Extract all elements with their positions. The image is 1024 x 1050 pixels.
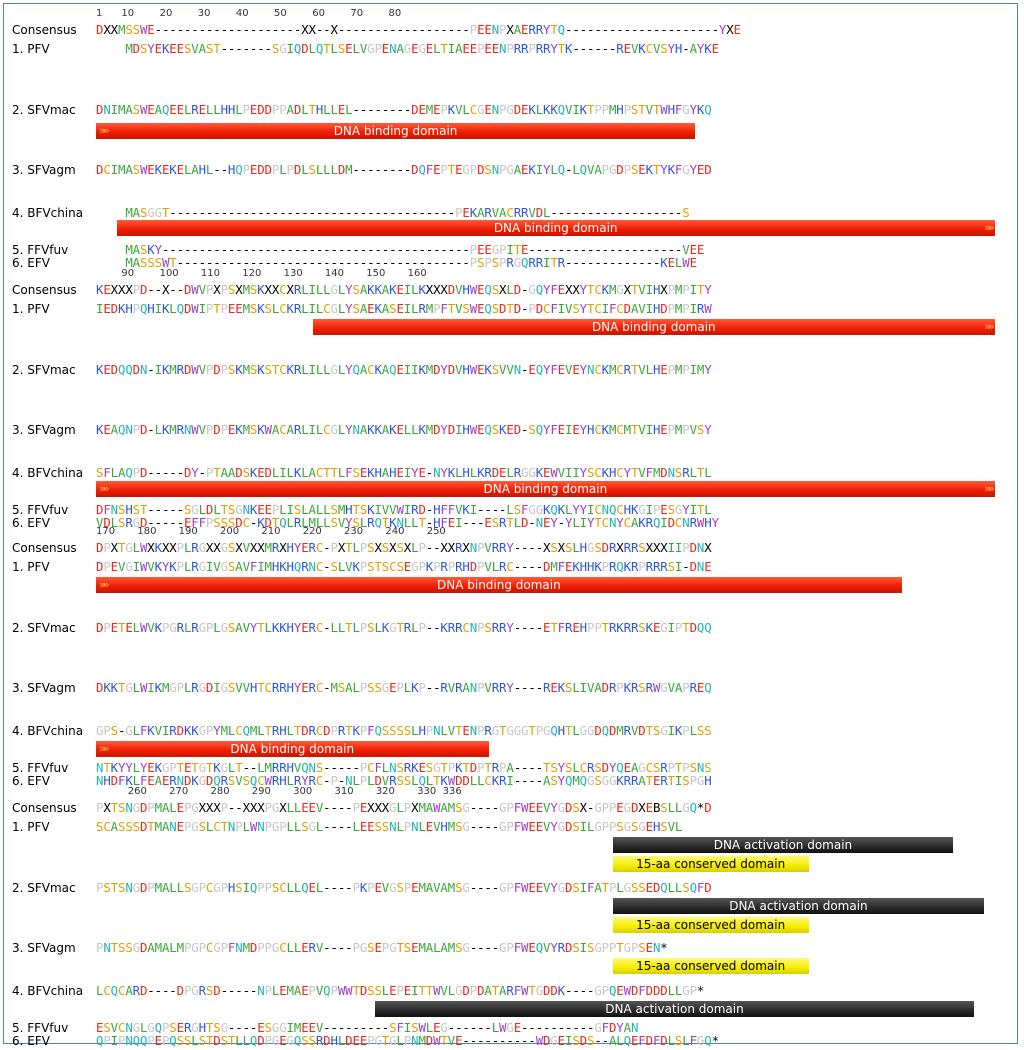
sequence-row: DPXTGLWXKXXPLRGXXGSXVXXMRXHYERC-PXTLPSXS… xyxy=(96,540,712,555)
sequence-row: PNTSSGDAMALMPGPCGPFNMDPPGCLLERV----PGSEP… xyxy=(96,940,668,955)
sequence-label: 6. EFV xyxy=(12,1034,50,1048)
sequence-row: IEDKHPQHIKLQDWIPTPEEMSKSLCKRLILCGLYSAEKA… xyxy=(96,301,712,316)
sequence-row: PXTSNGDPMALEPGXXXP--XXXPGXLLEEV----PEXXX… xyxy=(96,800,712,815)
sequence-row: SFLAQPD-----DY-PTAADSKEDLILKLACTTLFSEKHA… xyxy=(96,465,712,480)
feature-arrow-dna-binding: DNA binding domain »» »» xyxy=(96,481,995,497)
sequence-label: 5. FFVfuv xyxy=(12,1021,69,1035)
sequence-row: MASKY-----------------------------------… xyxy=(125,242,705,257)
feature-arrow-dna-binding: DNA binding domain »» xyxy=(96,123,696,139)
sequence-row: DCIMASWEKEKELAHL--HQPEDDPLPDLSLLLDM-----… xyxy=(96,162,712,177)
chevron-right-icon: »» xyxy=(99,482,110,495)
feature-arrow-conserved-15aa: 15-aa conserved domain xyxy=(612,856,809,872)
sequence-label: Consensus xyxy=(12,23,77,37)
feature-label: DNA activation domain xyxy=(713,838,853,852)
sequence-label: 6. EFV xyxy=(12,774,50,788)
sequence-label: 3. SFVagm xyxy=(12,163,76,177)
sequence-label: Consensus xyxy=(12,801,77,815)
chevron-right-icon: »» xyxy=(99,578,110,591)
sequence-label: Consensus xyxy=(12,541,77,555)
feature-arrow-dna-activation: DNA activation domain xyxy=(612,898,985,914)
sequence-label: 6. EFV xyxy=(12,516,50,530)
feature-label: DNA binding domain xyxy=(333,124,458,138)
sequence-row: SCASSSDTMANEPGSLCTNPLWNPGPLLSGL----LEESS… xyxy=(96,819,683,834)
sequence-row: KEAQNPD-LKMRNWVPDPEKMSKWACARLILCGLYNAKKA… xyxy=(96,422,712,437)
sequence-row: KEDQQDN-IKMRDWVPDPSKMSKSTCKRLILLGLYQACKA… xyxy=(96,362,712,377)
sequence-row: ESVCNGLGQPSERGHTSG----ESGGIMEEV---------… xyxy=(96,1020,639,1035)
chevron-right-icon: »» xyxy=(984,320,995,333)
sequence-row: NHDFKLFEAERNDKGDQRSVSQCWRHLRYRC-P-NLPLDV… xyxy=(96,773,712,788)
sequence-row: MASSSWT---------------------------------… xyxy=(125,255,697,270)
sequence-label: 4. BFVchina xyxy=(12,984,84,998)
feature-label: DNA binding domain xyxy=(493,221,618,235)
feature-arrow-dna-binding: DNA binding domain »» xyxy=(312,319,995,335)
alignment-figure xyxy=(3,3,1018,1044)
sequence-label: Consensus xyxy=(12,283,77,297)
sequence-row: DPEVGIWVKYKPLRGIVGSAVFIMHKHQRNC-SLVKPSTS… xyxy=(96,559,712,574)
sequence-row: MDSYEKEESVAST-------SGIQDLQTLSELVGPENAGE… xyxy=(125,41,719,56)
feature-label: 15-aa conserved domain xyxy=(636,857,786,871)
sequence-label: 6. EFV xyxy=(12,256,50,270)
sequence-label: 5. FFVfuv xyxy=(12,503,69,517)
sequence-label: 5. FFVfuv xyxy=(12,243,69,257)
sequence-label: 3. SFVagm xyxy=(12,423,76,437)
sequence-row: NTKYYLYEKGPTETGTKGLT--LMRRHVQNS-----PCFL… xyxy=(96,760,712,775)
chevron-right-icon: »» xyxy=(99,742,110,755)
sequence-label: 2. SFVmac xyxy=(12,363,76,377)
feature-label: DNA activation domain xyxy=(729,899,868,913)
sequence-label: 4. BFVchina xyxy=(12,466,84,480)
sequence-label: 3. SFVagm xyxy=(12,681,76,695)
sequence-label: 2. SFVmac xyxy=(12,621,76,635)
feature-label: DNA binding domain xyxy=(437,578,561,592)
sequence-label: 1. PFV xyxy=(12,302,50,316)
sequence-row: GPS-GLFKVIRDKKGPYMLCQMLTRHLTDRCDPRTKPFQS… xyxy=(96,723,712,738)
sequence-label: 5. FFVfuv xyxy=(12,761,69,775)
sequence-row: VDLSRGD-----EFFPSSSDC-KDTQLRLMLLSVYSLRQT… xyxy=(96,515,719,530)
position-ruler: 1 10 20 30 40 50 60 70 80 xyxy=(96,8,402,19)
feature-arrow-dna-binding: DNA binding domain »» xyxy=(96,577,902,593)
sequence-label: 1. PFV xyxy=(12,820,50,834)
feature-label: DNA binding domain xyxy=(591,320,716,334)
sequence-row: DPETELWVKPGRLRGPLGSAVYTLKKHYERC-LLTLPSLK… xyxy=(96,620,712,635)
chevron-right-icon: »» xyxy=(984,221,995,234)
sequence-label: 4. BFVchina xyxy=(12,724,84,738)
sequence-row: DNIMASWEAQEELRELLHHLPEDDPPADLTHLLEL-----… xyxy=(96,102,712,117)
sequence-row: MASGGT----------------------------------… xyxy=(125,205,690,220)
sequence-row: DXXMSSWE--------------------XX--X-------… xyxy=(96,22,741,37)
feature-label: 15-aa conserved domain xyxy=(636,959,786,973)
sequence-row: DFNSHST-----SGLDLTSGNKEEPLISLALLSMHTSKIV… xyxy=(96,502,712,517)
position-ruler: 260 270 280 290 300 310 320 330 336 xyxy=(96,786,462,797)
sequence-row: PSTSNGDPMALLSGPCGPHSIQPPSCLLQEL----PKPEV… xyxy=(96,880,712,895)
sequence-label: 2. SFVmac xyxy=(12,103,76,117)
feature-label: DNA binding domain xyxy=(230,742,355,756)
chevron-right-icon: »» xyxy=(984,482,995,495)
feature-label: DNA binding domain xyxy=(483,482,608,496)
sequence-row: LCQCARD----DPGRSD-----NPLEMAEPVQPWWTDSSL… xyxy=(96,983,705,998)
feature-arrow-dna-activation: DNA activation domain xyxy=(374,1001,975,1017)
position-ruler: 170 180 190 200 210 220 230 240 250 xyxy=(96,526,446,537)
feature-arrow-dna-binding: DNA binding domain »» xyxy=(116,220,995,236)
feature-label: DNA activation domain xyxy=(605,1002,744,1016)
feature-arrow-dna-binding: DNA binding domain »» xyxy=(96,741,489,757)
sequence-row: KEXXXPD--X--DWVPXPSXMSKXXCXRLILLGLYSAKKA… xyxy=(96,282,712,297)
sequence-label: 3. SFVagm xyxy=(12,941,76,955)
chevron-right-icon: »» xyxy=(99,124,110,137)
sequence-row: QPIPNQQPEPQSSLSTDSTLLQDPGEGQSSRDHLDEEPGT… xyxy=(96,1033,719,1048)
feature-arrow-conserved-15aa: 15-aa conserved domain xyxy=(612,917,809,933)
sequence-label: 1. PFV xyxy=(12,560,50,574)
sequence-label: 2. SFVmac xyxy=(12,881,76,895)
sequence-label: 1. PFV xyxy=(12,42,50,56)
feature-arrow-dna-activation: DNA activation domain xyxy=(612,837,954,853)
sequence-row: DKKTGLWIKMGPLRGDIGSVVHTCRRHYERC-MSALPSSG… xyxy=(96,680,712,695)
position-ruler: 90 100 110 120 130 140 150 160 xyxy=(96,268,427,279)
feature-label: 15-aa conserved domain xyxy=(636,918,786,932)
feature-arrow-conserved-15aa: 15-aa conserved domain xyxy=(612,958,809,974)
sequence-label: 4. BFVchina xyxy=(12,206,84,220)
